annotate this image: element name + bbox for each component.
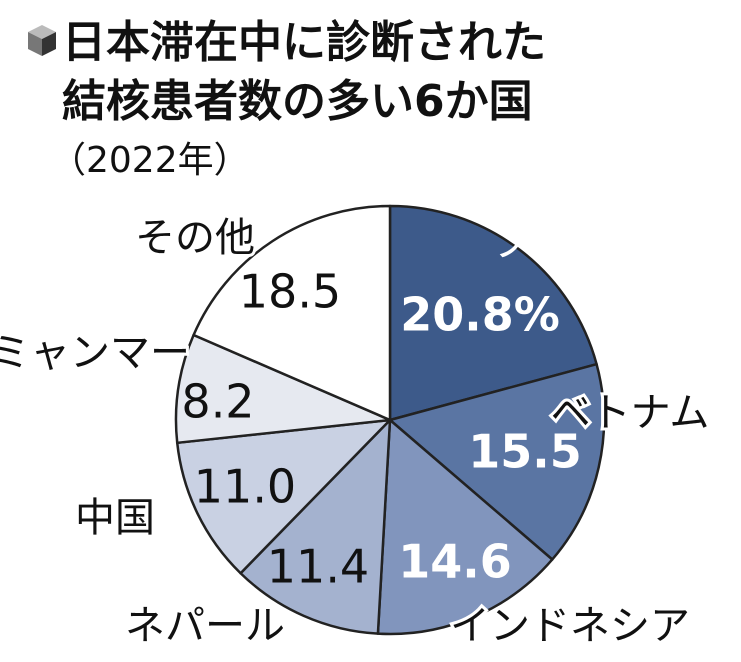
- pie-slice: [376, 418, 554, 636]
- pie-slice: [175, 418, 392, 575]
- category-label: ミャンマー: [0, 330, 190, 376]
- pie-slice: [192, 204, 392, 422]
- value-label: 11.4: [267, 540, 369, 594]
- category-label: その他: [135, 215, 255, 261]
- value-label: 14.6: [398, 535, 512, 589]
- chart-title: 結核患者数の多い6か国: [62, 76, 533, 127]
- value-label: 8.2: [181, 375, 254, 429]
- title-icon: [28, 25, 56, 56]
- pie-slice: [174, 333, 392, 445]
- category-label: 中国: [75, 495, 155, 541]
- value-label: 20.8%: [400, 288, 560, 342]
- chart-subtitle: （2022年）: [50, 140, 250, 181]
- category-label: ベトナム: [551, 390, 710, 436]
- pie-slice: [239, 418, 392, 635]
- chart-title: 日本滞在中に診断された: [62, 17, 546, 68]
- value-label: 15.5: [468, 425, 582, 479]
- category-label: ネパール: [125, 603, 285, 649]
- category-label: インドネシア: [450, 603, 690, 649]
- pie-slice: [388, 204, 598, 422]
- value-label: 18.5: [239, 265, 341, 319]
- value-label: 11.0: [194, 460, 296, 514]
- category-label: フィリピン: [490, 220, 689, 266]
- pie-slice: [388, 362, 606, 561]
